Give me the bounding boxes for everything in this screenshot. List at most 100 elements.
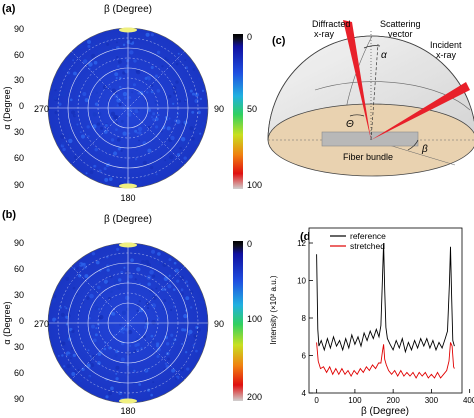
- panel-b-y-label: α (Degree): [2, 301, 12, 344]
- speckle: [132, 83, 136, 87]
- speckle: [151, 303, 156, 308]
- speckle: [172, 102, 175, 105]
- speckle: [184, 98, 187, 101]
- speckle: [183, 156, 187, 160]
- speckle: [194, 98, 199, 104]
- panel-b: (b) β (Degree) α (Degree) 90 60 30 0 30 …: [2, 209, 262, 416]
- speckle: [128, 367, 133, 372]
- speckle: [167, 301, 171, 305]
- speckle: [92, 112, 97, 117]
- speckle: [95, 91, 99, 94]
- speckle: [180, 292, 184, 296]
- speckle: [200, 300, 204, 304]
- speckle: [151, 319, 156, 325]
- speckle: [71, 110, 76, 115]
- speckle: [194, 336, 198, 339]
- speckle: [111, 311, 116, 316]
- speckle: [114, 354, 118, 358]
- speckle: [152, 36, 157, 41]
- speckle: [185, 280, 188, 283]
- speckle: [118, 102, 122, 107]
- colorbar: [233, 34, 243, 189]
- theta-symbol: Θ: [346, 119, 354, 130]
- y-tick: 30: [14, 75, 24, 85]
- speckle: [69, 357, 73, 360]
- speckle: [170, 135, 175, 141]
- speckle: [79, 44, 84, 49]
- speckle: [80, 134, 86, 139]
- speckle: [166, 56, 169, 60]
- angle-arc: [349, 114, 365, 117]
- speckle: [116, 56, 119, 59]
- speckle: [68, 133, 73, 138]
- alpha-symbol: α: [381, 50, 387, 61]
- speckle: [66, 364, 71, 369]
- speckle: [106, 42, 110, 46]
- speckle: [106, 162, 111, 167]
- speckle: [157, 102, 161, 105]
- speckle: [73, 71, 77, 76]
- speckle: [186, 90, 189, 93]
- speckle: [149, 112, 153, 115]
- speckle: [124, 69, 129, 74]
- speckle: [134, 278, 137, 281]
- speckle: [88, 62, 93, 67]
- speckle: [197, 77, 201, 81]
- speckle: [109, 46, 112, 50]
- speckle: [113, 279, 119, 284]
- angle-label: 180: [120, 406, 135, 416]
- y-axis-label: Intensity (×10² a.u.): [269, 275, 278, 344]
- y-tick: 90: [14, 180, 24, 190]
- series-stretched: [316, 342, 455, 379]
- speckle: [103, 279, 109, 284]
- speckle: [168, 274, 171, 277]
- speckle: [185, 140, 189, 145]
- speckle: [198, 120, 201, 123]
- speckle: [191, 110, 195, 114]
- panel-b-y-ticks: 90 60 30 0 30 60 90: [14, 238, 24, 404]
- speckle: [65, 276, 70, 281]
- y-tick: 90: [14, 394, 24, 404]
- speckle: [179, 267, 182, 270]
- speckle: [171, 121, 174, 125]
- colorbar-tick: 200: [247, 392, 262, 402]
- speckle: [122, 91, 128, 97]
- speckle: [134, 157, 138, 161]
- y-tick: 0: [19, 316, 24, 326]
- speckle: [94, 147, 98, 152]
- speckle: [138, 181, 142, 185]
- speckle: [83, 265, 88, 269]
- angle-label: 90: [214, 319, 224, 329]
- speckle: [84, 274, 89, 279]
- speckle: [172, 288, 176, 291]
- speckle: [144, 76, 148, 80]
- colorbar-tick: 100: [247, 180, 262, 190]
- speckle: [65, 307, 68, 310]
- speckle: [59, 306, 62, 309]
- speckle: [156, 354, 160, 358]
- speckle: [63, 305, 66, 308]
- speckle: [125, 295, 130, 301]
- speckle: [175, 62, 179, 66]
- speckle: [61, 354, 64, 357]
- speckle: [75, 292, 78, 296]
- diffracted-beam: [343, 20, 371, 140]
- speckle: [70, 347, 74, 351]
- speckle: [167, 284, 172, 289]
- speckle: [108, 177, 113, 181]
- polar-grid-dashed: [57, 37, 199, 179]
- polar-grid: [48, 28, 208, 188]
- speckle: [134, 109, 139, 114]
- speckle: [151, 339, 156, 344]
- speckle: [183, 333, 186, 337]
- speckle: [95, 327, 98, 330]
- speckle: [142, 160, 148, 166]
- angle-label: 90: [214, 104, 224, 114]
- speckle: [192, 68, 196, 71]
- speckle: [195, 349, 198, 353]
- speckle: [110, 290, 113, 293]
- x-tick-label: 400: [463, 396, 474, 405]
- speckle: [173, 261, 177, 265]
- speckle: [150, 393, 153, 397]
